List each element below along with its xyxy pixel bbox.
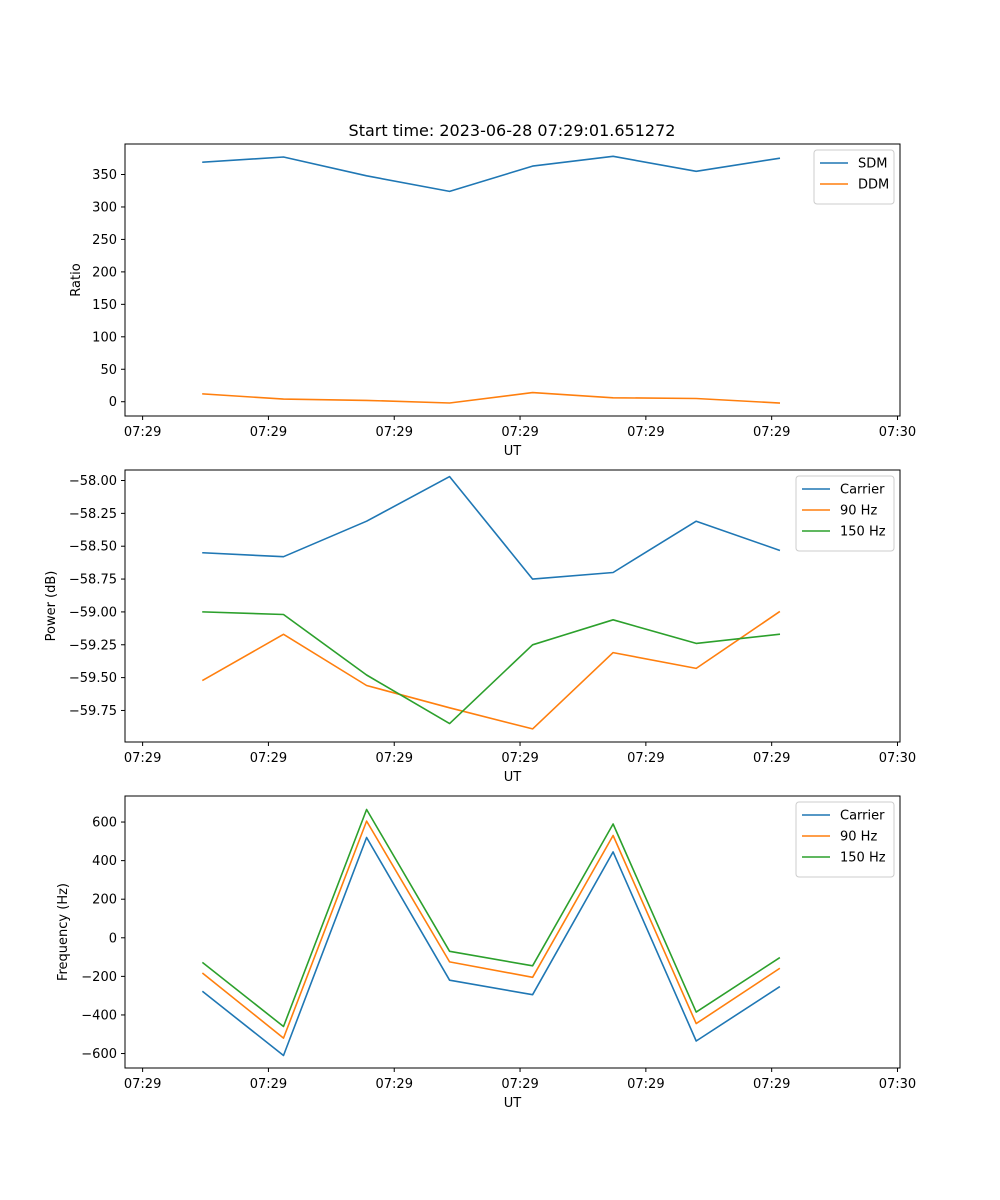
x-tick-label: 07:29 [250, 425, 287, 440]
y-tick-label: −58.25 [69, 507, 117, 522]
legend-label: Carrier [840, 809, 885, 824]
x-tick-label: 07:30 [879, 751, 916, 766]
legend-box [795, 801, 895, 878]
y-tick-label: −400 [81, 1008, 117, 1023]
y-tick-label: 350 [92, 168, 117, 183]
y-tick-label: −58.00 [69, 474, 117, 489]
series-line-90-hz [201, 610, 781, 730]
x-tick-label: 07:30 [879, 425, 916, 440]
series-line-90-hz [201, 820, 781, 1039]
series-line-150-hz [202, 611, 781, 725]
series-line-150-hz [201, 808, 781, 1028]
x-tick-label: 07:29 [250, 751, 287, 766]
legend: Carrier 90 Hz 150 Hz [795, 801, 895, 878]
legend-label: Carrier [840, 483, 885, 498]
y-tick-label: 50 [100, 363, 117, 378]
legend-label: 90 Hz [840, 830, 877, 845]
y-axis-label: Power (dB) [44, 571, 59, 642]
x-axis-label: UT [504, 1096, 522, 1111]
x-tick-label: 07:29 [124, 751, 161, 766]
chart-1: 07:29 07:29 07:29 07:29 07:29 07:29 07:30 0 50 10… [69, 143, 916, 459]
plot-frame [124, 795, 901, 1069]
series-line-carrier [202, 475, 781, 580]
x-tick-label: 07:29 [753, 425, 790, 440]
x-tick-label: 07:29 [753, 751, 790, 766]
x-tick-label: 07:29 [753, 1077, 790, 1092]
y-tick-label: −59.75 [69, 704, 117, 719]
series-line-sdm [202, 155, 781, 193]
legend-box [795, 475, 895, 552]
x-tick-label: 07:29 [501, 1077, 538, 1092]
series-line-carrier [201, 836, 781, 1057]
x-tick-label: 07:29 [501, 425, 538, 440]
x-tick-label: 07:29 [124, 1077, 161, 1092]
legend: Carrier 90 Hz 150 Hz [795, 475, 895, 552]
legend-label: 150 Hz [840, 851, 886, 866]
x-tick-label: 07:29 [250, 1077, 287, 1092]
x-tick-label: 07:29 [627, 1077, 664, 1092]
y-tick-label: 0 [109, 931, 117, 946]
y-tick-label: −600 [81, 1047, 117, 1062]
plot-frame [124, 469, 901, 743]
x-tick-label: 07:29 [124, 425, 161, 440]
series-line-ddm [202, 391, 781, 404]
figure-title: Start time: 2023-06-28 07:29:01.651272 [349, 121, 676, 140]
y-tick-label: −58.50 [69, 540, 117, 555]
x-tick-label: 07:29 [627, 425, 664, 440]
legend: SDM DDM [813, 149, 895, 205]
y-tick-label: −59.25 [69, 638, 117, 653]
y-tick-label: 600 [92, 816, 117, 831]
y-tick-label: −59.50 [69, 671, 117, 686]
x-tick-label: 07:29 [627, 751, 664, 766]
x-tick-label: 07:30 [879, 1077, 916, 1092]
legend-label: SDM [858, 157, 887, 172]
x-tick-label: 07:29 [376, 751, 413, 766]
legend-label: 150 Hz [840, 525, 886, 540]
y-tick-label: 200 [92, 265, 117, 280]
y-tick-label: 400 [92, 854, 117, 869]
x-axis-label: UT [504, 770, 522, 785]
chart-3: 07:29 07:29 07:29 07:29 07:29 07:29 07:30 −600 −… [56, 795, 916, 1111]
y-axis-label: Ratio [69, 263, 84, 296]
y-tick-label: 150 [92, 298, 117, 313]
legend-label: 90 Hz [840, 504, 877, 519]
y-tick-label: 100 [92, 330, 117, 345]
x-tick-label: 07:29 [376, 425, 413, 440]
y-tick-label: −59.00 [69, 605, 117, 620]
y-tick-label: 200 [92, 893, 117, 908]
plot-frame [124, 143, 901, 417]
chart-2: 07:29 07:29 07:29 07:29 07:29 07:29 07:30 −59.7… [44, 469, 916, 785]
x-axis-label: UT [504, 444, 522, 459]
y-tick-label: 0 [109, 395, 117, 410]
y-tick-label: −58.75 [69, 573, 117, 588]
y-axis-label: Frequency (Hz) [56, 883, 71, 981]
x-tick-label: 07:29 [376, 1077, 413, 1092]
charts-container: 07:29 07:29 07:29 07:29 07:29 07:29 07:30 0 50 10… [44, 143, 916, 1111]
y-tick-label: −200 [81, 970, 117, 985]
legend-label: DDM [858, 178, 889, 193]
x-tick-label: 07:29 [501, 751, 538, 766]
y-tick-label: 300 [92, 200, 117, 215]
y-tick-label: 250 [92, 233, 117, 248]
